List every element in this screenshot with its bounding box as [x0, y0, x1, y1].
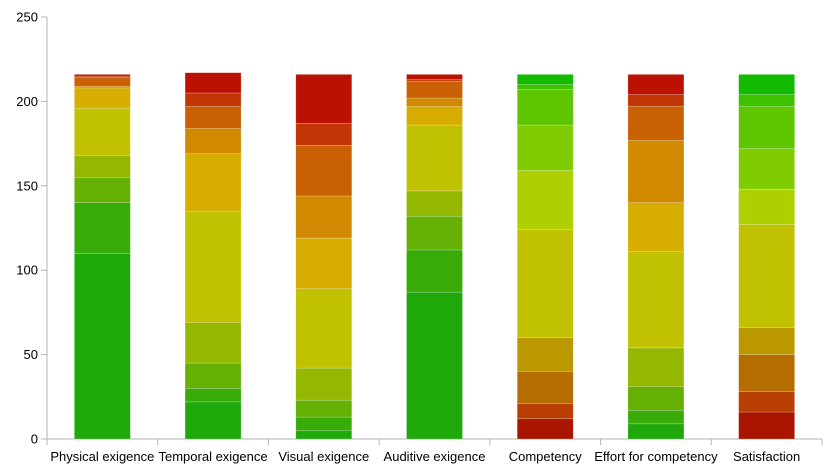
- bar-segment: [295, 367, 353, 401]
- y-tick-label: 250: [16, 10, 38, 25]
- bar-segment: [738, 327, 795, 355]
- bar-segment: [738, 391, 795, 413]
- bar-segment: [184, 128, 242, 155]
- bar-segment: [406, 74, 463, 80]
- bar-segment: [184, 322, 242, 364]
- bar-segment: [516, 124, 574, 171]
- chart-axes: [41, 16, 823, 445]
- bar-segment: [295, 123, 353, 146]
- bar-segment: [74, 155, 131, 178]
- chart-bars: [74, 72, 795, 440]
- x-category-label: Physical exigence: [50, 449, 154, 464]
- y-tick-label: 100: [16, 263, 38, 278]
- bar-segment: [295, 237, 353, 290]
- bar-segment: [738, 224, 795, 328]
- bar-segment: [74, 177, 131, 203]
- bar-segment: [516, 84, 574, 90]
- bar-segment: [406, 106, 463, 126]
- bar-segment: [738, 411, 795, 440]
- bar-segment: [738, 148, 795, 190]
- y-tick-label: 200: [16, 94, 38, 109]
- bar-segment: [184, 106, 242, 129]
- bar-segment: [406, 190, 463, 217]
- x-category-label: Auditive exigence: [384, 449, 486, 464]
- bar-segment: [74, 253, 131, 440]
- bar-segment: [738, 354, 795, 393]
- bar-segment: [295, 195, 353, 239]
- x-category-label: Competency: [509, 449, 582, 464]
- bar-segment: [738, 94, 795, 107]
- x-category-label: Visual exigence: [278, 449, 369, 464]
- bar-segment: [295, 74, 353, 124]
- bar-segment: [627, 423, 685, 440]
- bar-segment: [406, 215, 463, 251]
- bar-segment: [406, 249, 463, 293]
- bar-segment: [627, 410, 685, 425]
- bar-segment: [406, 124, 463, 192]
- chart-labels: 0 50 100 150 200 250 Physical exigence Temporal…: [16, 10, 800, 465]
- bar-segment: [627, 347, 685, 387]
- bar-segment: [406, 97, 463, 107]
- bar-segment: [184, 153, 242, 212]
- bar-segment: [738, 188, 795, 225]
- bar-segment: [295, 399, 353, 418]
- bar-segment: [184, 92, 242, 107]
- y-tick-label: 150: [16, 178, 38, 193]
- bar-segment: [184, 362, 242, 389]
- x-category-label: Effort for competency: [594, 449, 718, 464]
- bar-segment: [627, 106, 685, 141]
- bar-segment: [516, 74, 574, 85]
- bar-segment: [295, 416, 353, 431]
- bar-segment: [516, 418, 574, 440]
- bar-segment: [738, 74, 795, 95]
- bar-segment: [184, 72, 242, 94]
- bar-segment: [516, 371, 574, 404]
- bar-segment: [738, 106, 795, 149]
- bar-segment: [295, 430, 353, 440]
- bar-segment: [295, 288, 353, 369]
- bar-segment: [184, 388, 242, 403]
- y-tick-label: 50: [24, 347, 38, 362]
- bar-segment: [627, 386, 685, 411]
- bar-segment: [516, 89, 574, 126]
- x-category-label: Temporal exigence: [159, 449, 268, 464]
- bar-segment: [406, 80, 463, 99]
- bar-segment: [406, 291, 463, 440]
- bar-segment: [516, 229, 574, 339]
- bar-segment: [516, 337, 574, 372]
- bar-segment: [74, 107, 131, 156]
- bar-segment: [627, 139, 685, 203]
- bar-segment: [516, 170, 574, 230]
- bar-segment: [627, 202, 685, 252]
- y-tick-label: 0: [31, 432, 38, 447]
- bar-segment: [74, 74, 131, 77]
- bar-segment: [184, 210, 242, 323]
- bar-segment: [74, 202, 131, 254]
- bar-segment: [74, 87, 131, 109]
- bar-segment: [627, 94, 685, 107]
- bar-segment: [627, 251, 685, 349]
- bar-segment: [295, 144, 353, 197]
- bar-segment: [184, 401, 242, 440]
- x-category-label: Satisfaction: [733, 449, 800, 464]
- bar-segment: [74, 77, 131, 87]
- bar-segment: [516, 403, 574, 420]
- bar-segment: [627, 74, 685, 95]
